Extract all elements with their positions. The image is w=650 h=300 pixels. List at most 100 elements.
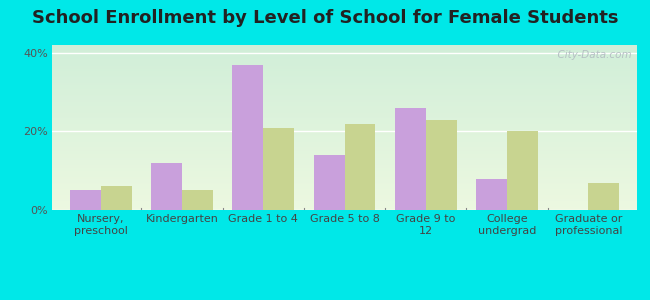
Bar — [52, 187, 637, 188]
Bar — [52, 122, 637, 123]
Bar — [52, 165, 637, 166]
Bar — [70, 190, 101, 210]
Bar — [52, 134, 637, 135]
Text: School Enrollment by Level of School for Female Students: School Enrollment by Level of School for… — [32, 9, 618, 27]
Bar — [52, 74, 637, 75]
Bar — [52, 156, 637, 157]
Bar — [476, 178, 507, 210]
Bar — [52, 51, 637, 52]
Bar — [52, 182, 637, 183]
Bar — [52, 92, 637, 93]
Bar — [52, 103, 637, 104]
Bar — [52, 179, 637, 180]
Bar — [52, 101, 637, 102]
Bar — [52, 139, 637, 140]
Bar — [52, 133, 637, 134]
Bar — [52, 190, 637, 191]
Bar — [52, 163, 637, 164]
Bar — [52, 208, 637, 209]
Bar — [52, 70, 637, 71]
Bar — [52, 59, 637, 60]
Bar — [52, 141, 637, 142]
Bar — [52, 68, 637, 69]
Bar — [52, 184, 637, 185]
Bar — [52, 49, 637, 50]
Bar — [52, 64, 637, 65]
Bar — [52, 72, 637, 73]
Bar — [52, 146, 637, 147]
Bar — [52, 112, 637, 113]
Bar — [52, 143, 637, 144]
Bar — [52, 173, 637, 174]
Bar — [52, 65, 637, 66]
Bar — [52, 93, 637, 94]
Bar — [52, 106, 637, 107]
Bar — [52, 206, 637, 207]
Bar — [52, 55, 637, 56]
Bar — [52, 77, 637, 78]
Bar — [52, 50, 637, 51]
Bar — [52, 126, 637, 127]
Bar — [52, 99, 637, 100]
Bar — [52, 131, 637, 132]
Bar — [52, 148, 637, 149]
Bar — [52, 135, 637, 136]
Bar — [344, 124, 376, 210]
Bar — [52, 98, 637, 99]
Bar — [52, 155, 637, 156]
Bar — [52, 120, 637, 121]
Bar — [52, 48, 637, 49]
Bar — [426, 120, 456, 210]
Bar — [52, 168, 637, 169]
Bar — [52, 86, 637, 87]
Bar — [52, 113, 637, 114]
Bar — [263, 128, 294, 210]
Bar — [52, 60, 637, 61]
Bar — [52, 167, 637, 168]
Bar — [52, 62, 637, 63]
Bar — [52, 130, 637, 131]
Bar — [52, 111, 637, 112]
Bar — [52, 107, 637, 108]
Bar — [52, 116, 637, 117]
Bar — [52, 193, 637, 194]
Bar — [52, 158, 637, 159]
Bar — [52, 149, 637, 150]
Bar — [52, 132, 637, 133]
Text: City-Data.com: City-Data.com — [551, 50, 631, 60]
Bar — [52, 117, 637, 118]
Bar — [52, 76, 637, 77]
Bar — [52, 197, 637, 198]
Bar — [52, 100, 637, 101]
Bar — [52, 192, 637, 193]
Bar — [52, 166, 637, 167]
Bar — [52, 47, 637, 48]
Bar — [52, 157, 637, 158]
Bar — [52, 176, 637, 177]
Bar — [52, 160, 637, 161]
Bar — [52, 71, 637, 72]
Bar — [52, 91, 637, 92]
Bar — [52, 109, 637, 110]
Bar — [52, 73, 637, 74]
Bar — [52, 84, 637, 85]
Bar — [52, 63, 637, 64]
Bar — [52, 183, 637, 184]
Bar — [52, 81, 637, 82]
Bar — [52, 175, 637, 176]
Bar — [52, 45, 637, 46]
Bar — [101, 186, 131, 210]
Bar — [52, 110, 637, 111]
Bar — [52, 89, 637, 90]
Bar — [52, 196, 637, 197]
Bar — [52, 178, 637, 179]
Bar — [52, 118, 637, 119]
Bar — [52, 57, 637, 58]
Bar — [52, 128, 637, 129]
Bar — [52, 195, 637, 196]
Bar — [52, 125, 637, 126]
Bar — [52, 96, 637, 97]
Bar — [52, 115, 637, 116]
Bar — [52, 85, 637, 86]
Bar — [52, 209, 637, 210]
